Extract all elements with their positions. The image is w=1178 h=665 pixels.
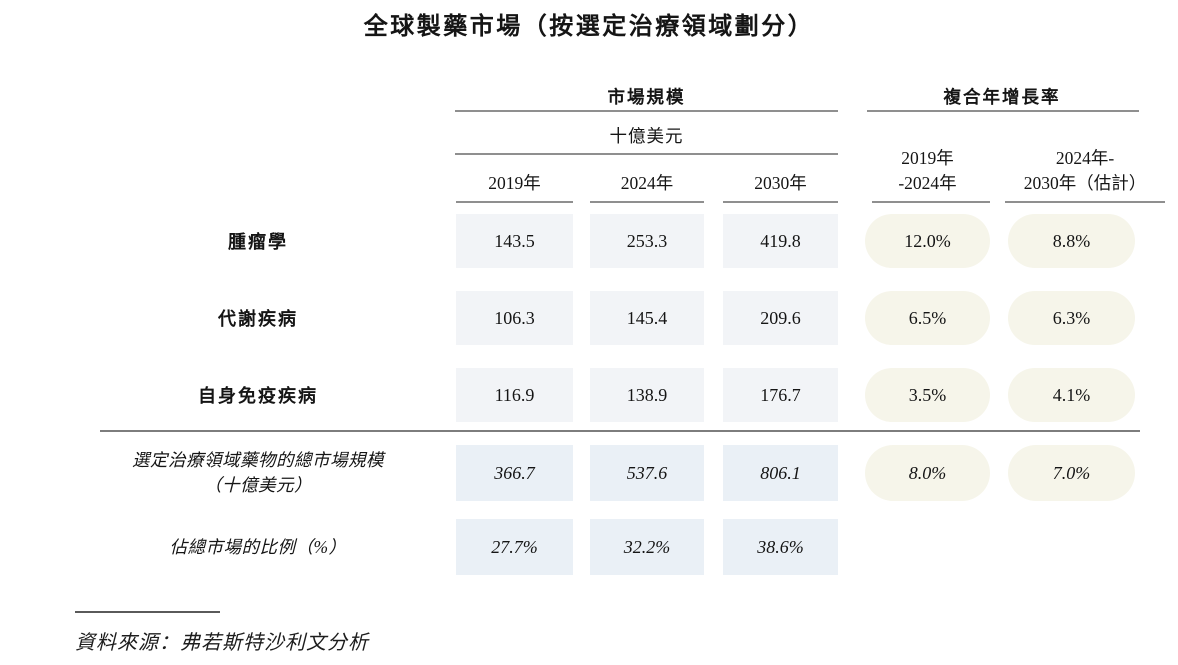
value-cell: 176.7 <box>723 368 838 422</box>
value-cell: 32.2% <box>590 519 704 575</box>
value-cell: 138.9 <box>590 368 704 422</box>
value-cell: 419.8 <box>723 214 838 268</box>
cagr-column-header-line: -2024年 <box>898 173 957 193</box>
cagr-cell: 8.8% <box>1008 214 1135 268</box>
cagr-cell: 6.5% <box>865 291 990 345</box>
value-cell: 143.5 <box>456 214 573 268</box>
value-cell: 806.1 <box>723 445 838 501</box>
row-label-line: 選定治療領域藥物的總市場規模 <box>132 450 384 470</box>
row-label-share: 佔總市場的比例（%） <box>169 536 347 557</box>
cagr-cell: 6.3% <box>1008 291 1135 345</box>
cagr-group-header: 複合年增長率 <box>943 86 1061 107</box>
source-note: 資料來源：弗若斯特沙利文分析 <box>75 632 369 654</box>
cagr-cell: 12.0% <box>865 214 990 268</box>
column-underline <box>456 201 573 203</box>
value-cell: 38.6% <box>723 519 838 575</box>
row-label-total: 選定治療領域藥物的總市場規模 （十億美元） <box>75 445 441 501</box>
value-cell: 27.7% <box>456 519 573 575</box>
unit-header: 十億美元 <box>609 125 684 146</box>
cagr-cell: 3.5% <box>865 368 990 422</box>
row-label-line: （十億美元） <box>204 475 312 495</box>
cagr-cell: 8.0% <box>865 445 990 501</box>
value-cell: 253.3 <box>590 214 704 268</box>
cagr-column-header-2024-2030: 2024年- 2030年（估計） <box>990 145 1178 197</box>
market-size-group-header: 市場規模 <box>607 86 686 107</box>
value-cell: 106.3 <box>456 291 573 345</box>
value-cell: 366.7 <box>456 445 573 501</box>
year-column-header-2019: 2019年 <box>488 172 541 193</box>
source-rule <box>75 611 220 613</box>
row-label-oncology: 腫瘤學 <box>228 232 288 252</box>
value-cell: 145.4 <box>590 291 704 345</box>
section-divider <box>100 430 1140 432</box>
page-title: 全球製藥市場（按選定治療領域劃分） <box>363 13 815 40</box>
header-rule <box>455 153 838 155</box>
value-cell: 116.9 <box>456 368 573 422</box>
year-column-header-2030: 2030年 <box>754 172 807 193</box>
row-label-metabolic: 代謝疾病 <box>218 309 298 329</box>
value-cell: 209.6 <box>723 291 838 345</box>
cagr-cell: 7.0% <box>1008 445 1135 501</box>
cagr-column-header-2019-2024: 2019年 -2024年 <box>850 145 1005 197</box>
column-underline <box>723 201 838 203</box>
year-column-header-2024: 2024年 <box>620 172 674 193</box>
row-label-autoimmune: 自身免疫疾病 <box>198 386 318 406</box>
column-underline <box>1005 201 1165 203</box>
cagr-column-header-line: 2019年 <box>901 148 954 168</box>
column-underline <box>590 201 704 203</box>
header-rule <box>867 110 1139 112</box>
header-rule <box>455 110 838 112</box>
column-underline <box>872 201 990 203</box>
cagr-column-header-line: 2024年- <box>1055 148 1115 168</box>
value-cell: 537.6 <box>590 445 704 501</box>
cagr-cell: 4.1% <box>1008 368 1135 422</box>
cagr-column-header-line: 2030年（估計） <box>1023 173 1147 193</box>
